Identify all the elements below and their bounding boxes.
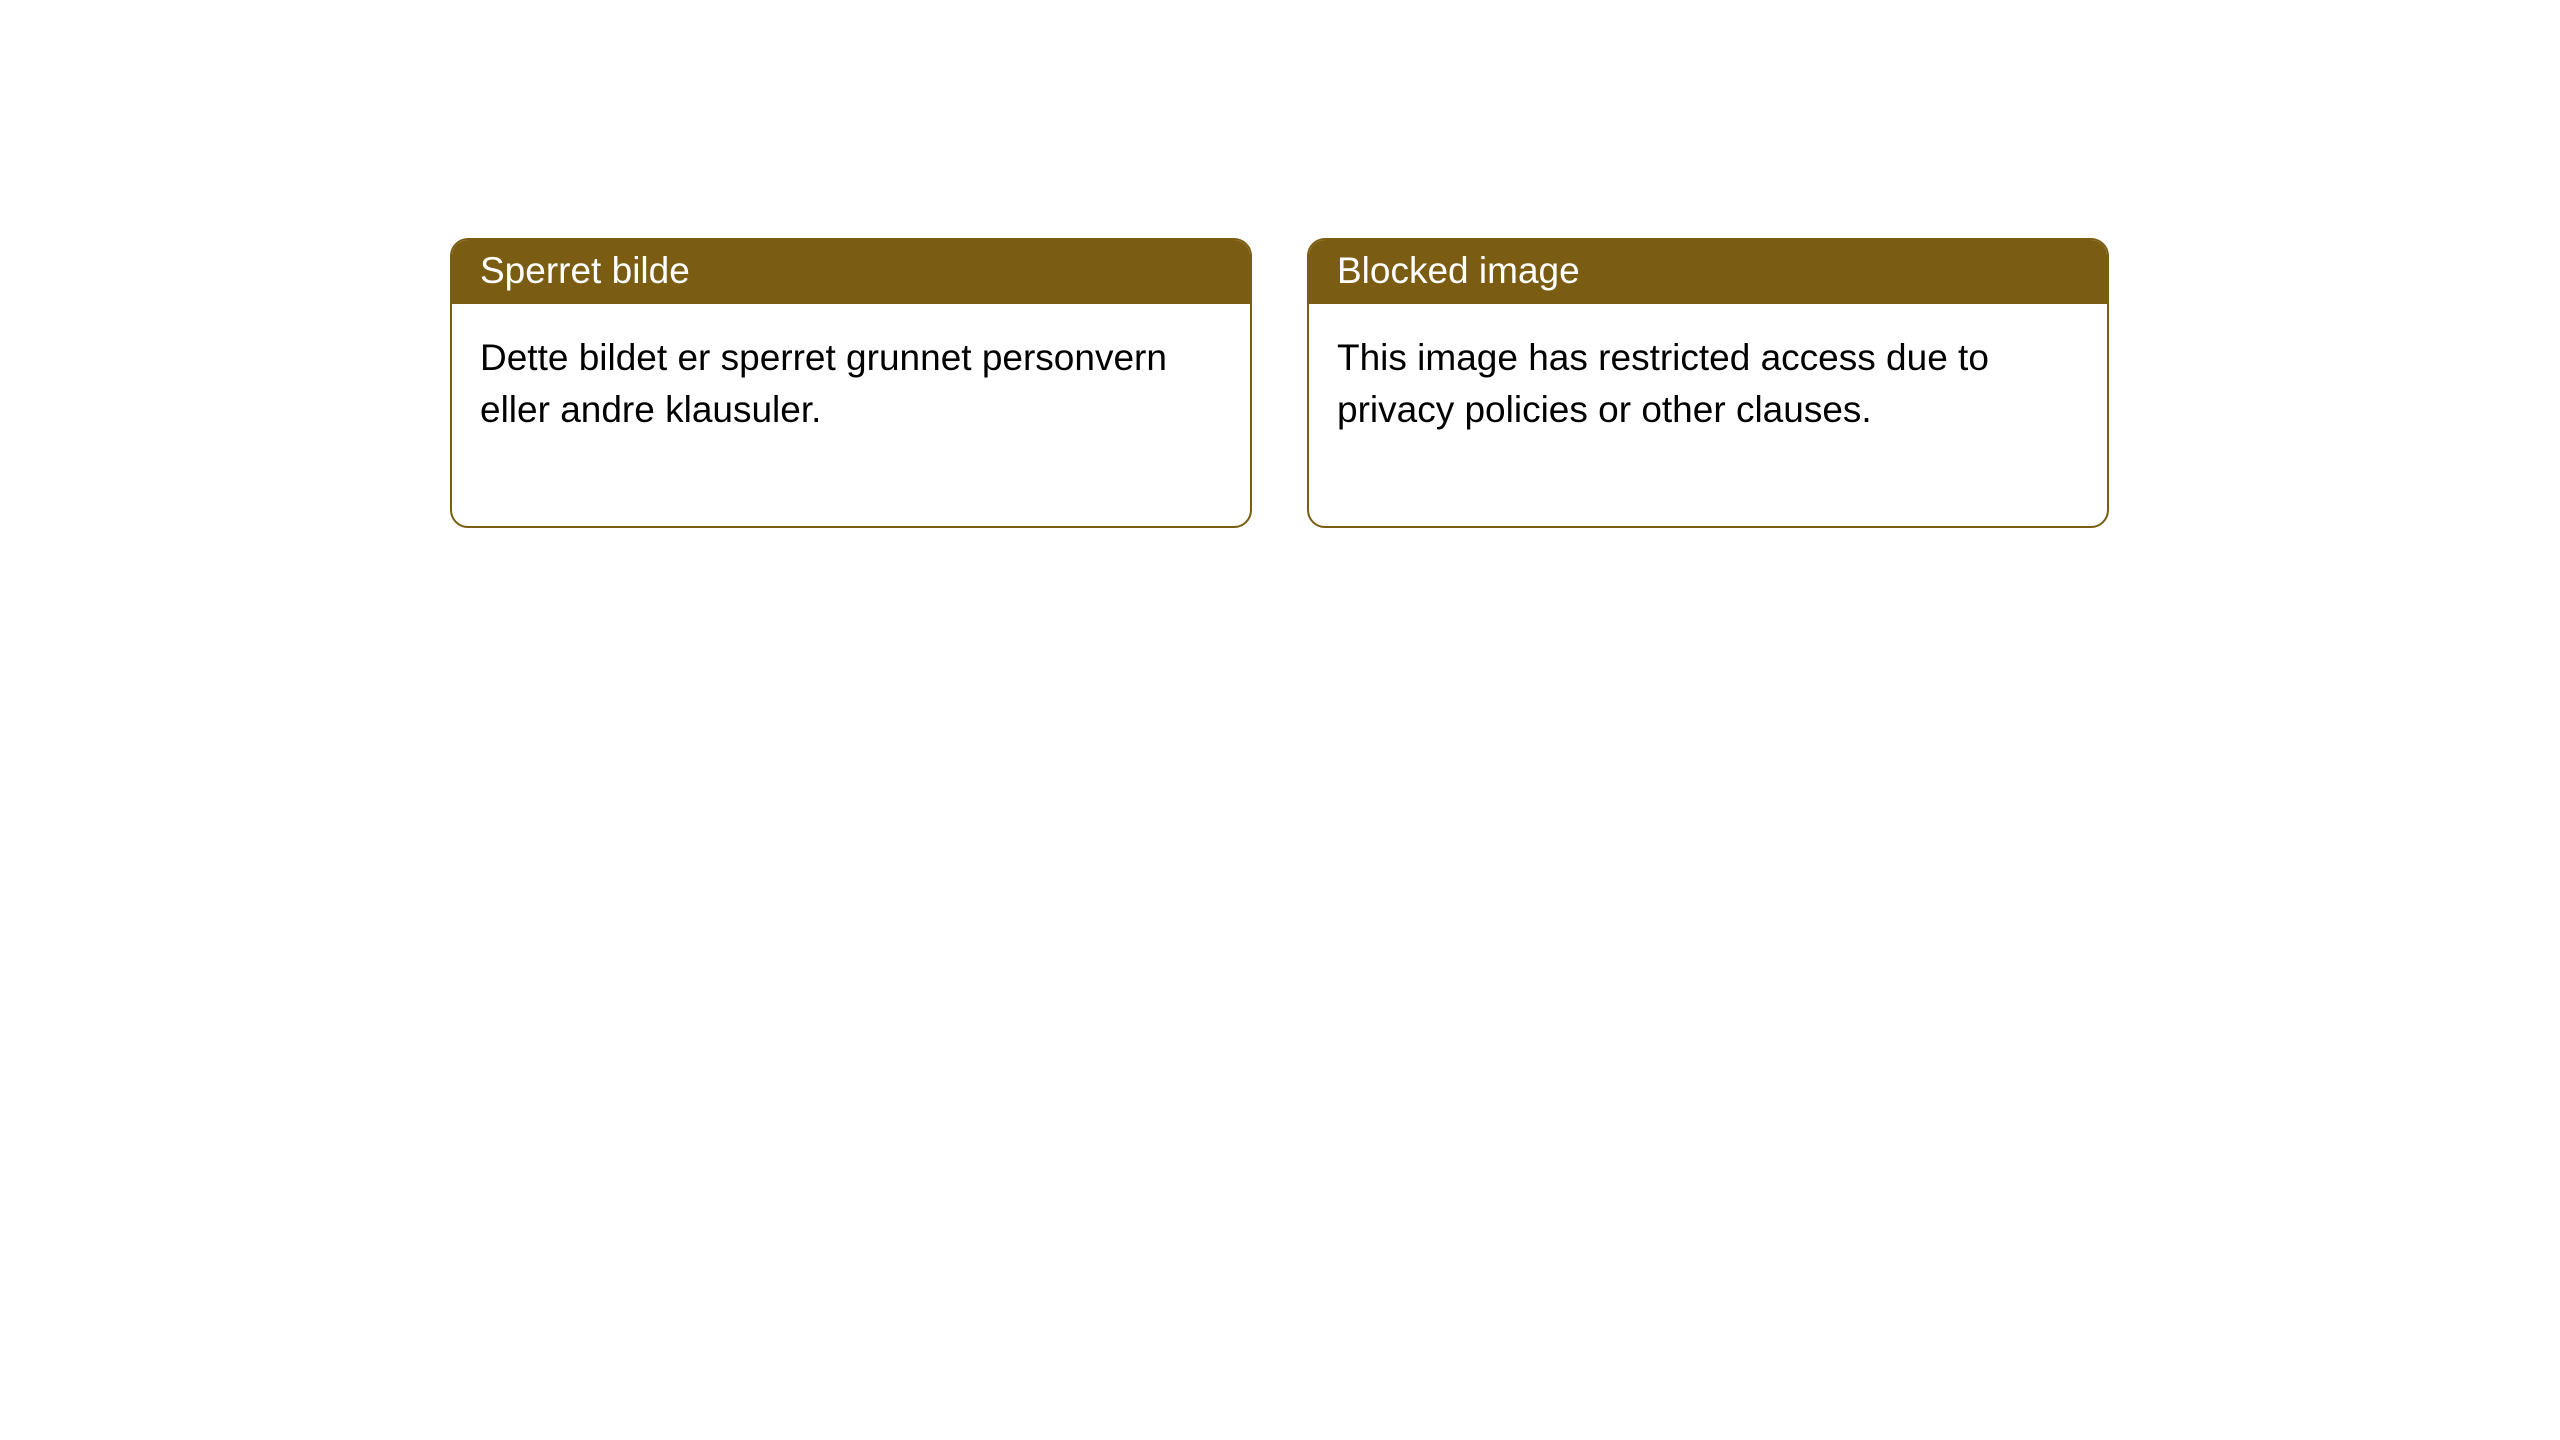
notice-card-norwegian: Sperret bilde Dette bildet er sperret gr…	[450, 238, 1252, 528]
notice-card-english: Blocked image This image has restricted …	[1307, 238, 2109, 528]
notice-title-english: Blocked image	[1309, 240, 2107, 304]
notice-message-english: This image has restricted access due to …	[1309, 304, 2107, 526]
notice-title-norwegian: Sperret bilde	[452, 240, 1250, 304]
notice-message-norwegian: Dette bildet er sperret grunnet personve…	[452, 304, 1250, 526]
notice-container: Sperret bilde Dette bildet er sperret gr…	[0, 0, 2560, 528]
